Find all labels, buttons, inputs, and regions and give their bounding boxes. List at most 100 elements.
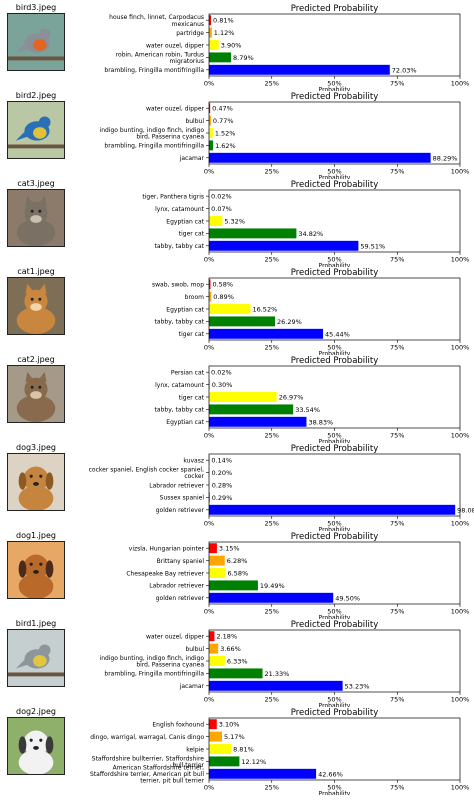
probability-bar-chart: Predicted Probability 42.66% American Staf… — [90, 708, 469, 795]
x-tick-label: 25% — [265, 344, 279, 352]
category-label-line: tiger cat — [179, 394, 205, 401]
x-tick-label: 0% — [204, 696, 214, 704]
x-tick-label: 25% — [265, 432, 279, 440]
probability-bar-chart: Predicted Probability 59.51% tabby, tabby … — [142, 180, 469, 267]
image-filename: bird1.jpeg — [15, 619, 57, 628]
probability-bar — [209, 40, 219, 50]
category-label: English foxhound — [152, 722, 204, 729]
category-label: vizsla, Hungarian pointer — [129, 546, 205, 553]
probability-bar-chart: Predicted Probability 98.08% golden retrie… — [89, 444, 474, 532]
x-tick-label: 50% — [327, 344, 341, 352]
probability-bar — [209, 15, 212, 26]
probability-bar — [209, 668, 263, 679]
x-tick-label: 0% — [204, 80, 214, 88]
bar-value-label: 88.29% — [433, 154, 458, 162]
category-label-line: indigo bunting, indigo finch, indigo — [100, 127, 205, 134]
dog-head-shape — [23, 466, 49, 492]
bird-tail-shape — [15, 42, 28, 53]
x-tick-label: 50% — [327, 432, 341, 440]
category-label-line: broom — [185, 294, 204, 301]
bar-value-label: 34.82% — [298, 230, 323, 238]
x-tick-label: 25% — [265, 256, 279, 264]
cat-muzzle-shape — [30, 391, 42, 399]
bar-value-label: 2.18% — [216, 633, 237, 641]
bird-tail-shape — [15, 658, 28, 669]
dog-ear-shape — [45, 560, 54, 578]
category-label-line: cocker spaniel, English cocker spaniel, — [89, 467, 204, 474]
dog-eye-shape — [39, 562, 43, 566]
category-label: bulbul — [185, 646, 204, 653]
probability-bar — [209, 240, 359, 251]
x-tick-label: 25% — [265, 168, 279, 176]
category-label: indigo bunting, indigo finch, indigo bird… — [100, 127, 205, 141]
category-label-line: lynx, catamount — [155, 206, 205, 213]
bar-value-label: 42.66% — [318, 770, 343, 778]
bar-value-label: 0.02% — [211, 369, 232, 377]
category-label: golden retriever — [156, 595, 205, 602]
bar-value-label: 0.30% — [212, 381, 233, 389]
bar-value-label: 0.81% — [213, 17, 234, 25]
chart-title: Predicted Probability — [291, 532, 379, 542]
category-label-line: American Staffordshire terrier, — [113, 765, 204, 772]
image-filename: cat1.jpeg — [17, 267, 55, 276]
category-label-line: indigo bunting, indigo finch, indigo — [100, 655, 205, 662]
x-axis-label: Probability — [319, 351, 351, 356]
x-tick-label: 75% — [390, 696, 404, 704]
category-label: brambling, Fringilla montifringilla — [104, 67, 204, 74]
probability-bar — [209, 379, 210, 390]
probability-bar-chart: Predicted Probability 88.29% jacamar 1.62% b… — [100, 92, 470, 180]
category-label: cocker spaniel, English cocker spaniel, c… — [89, 467, 205, 481]
category-label: house finch, linnet, Carpodacus mexicanus — [109, 14, 204, 28]
bar-value-label: 12.12% — [241, 758, 266, 766]
category-label-line: water ouzel, dipper — [146, 106, 205, 113]
category-label-line: tabby, tabby cat — [155, 407, 205, 414]
bar-value-label: 19.49% — [260, 582, 285, 590]
dog-eye-shape — [29, 474, 33, 478]
bar-value-label: 1.62% — [215, 142, 236, 150]
x-tick-label: 50% — [327, 608, 341, 616]
bird-head-shape — [38, 116, 51, 129]
x-axis-label: Probability — [319, 175, 351, 180]
x-tick-label: 75% — [390, 344, 404, 352]
chart-title: Predicted Probability — [291, 620, 379, 630]
category-label: tiger cat — [179, 331, 205, 338]
probability-bar — [209, 216, 223, 226]
branch-shape — [8, 672, 64, 677]
bar-value-label: 0.20% — [212, 469, 233, 477]
x-axis-label: Probability — [319, 527, 351, 532]
probability-bar — [209, 568, 226, 578]
dog-body-shape — [18, 485, 54, 510]
cat-eye-shape — [30, 385, 34, 389]
bar-value-label: 49.50% — [335, 594, 360, 602]
category-label-line: kuvasz — [183, 458, 204, 465]
category-label-line: Labrador retriever — [149, 583, 204, 590]
category-label: tiger cat — [179, 394, 205, 401]
chart-title: Predicted Probability — [291, 444, 379, 454]
prediction-panel: bird2.jpeg Predicted Probability 88.29% jac… — [0, 91, 474, 179]
category-label-line: partridge — [176, 30, 204, 37]
probability-bar — [209, 555, 225, 566]
x-tick-label: 0% — [204, 256, 214, 264]
category-label-line: Persian cat — [171, 370, 205, 377]
probability-bar — [209, 656, 225, 666]
bar-value-label: 0.58% — [212, 281, 233, 289]
bar-value-label: 16.52% — [252, 306, 277, 314]
x-axis-label: Probability — [319, 615, 351, 620]
probability-bar — [209, 731, 222, 742]
category-label-line: jacamar — [179, 683, 205, 690]
probability-bar-chart: Predicted Probability 45.44% tiger cat 26.2… — [152, 268, 469, 356]
x-tick-label: 0% — [204, 608, 214, 616]
probability-bar — [209, 643, 219, 654]
category-label: brambling, Fringilla montifringilla — [104, 671, 204, 678]
x-tick-label: 100% — [451, 80, 470, 88]
bird-breast-shape — [33, 655, 47, 667]
category-label-line: bull terrier — [172, 762, 204, 769]
x-tick-label: 75% — [390, 256, 404, 264]
x-tick-label: 50% — [327, 168, 341, 176]
dog-eye-shape — [39, 474, 43, 478]
category-label-line: cocker — [184, 473, 204, 480]
x-tick-label: 100% — [451, 432, 470, 440]
x-tick-label: 75% — [390, 80, 404, 88]
prediction-panel: cat3.jpeg Predicted Probability 59.51% tabb… — [0, 179, 474, 267]
category-label-line: water ouzel, dipper — [146, 42, 205, 49]
